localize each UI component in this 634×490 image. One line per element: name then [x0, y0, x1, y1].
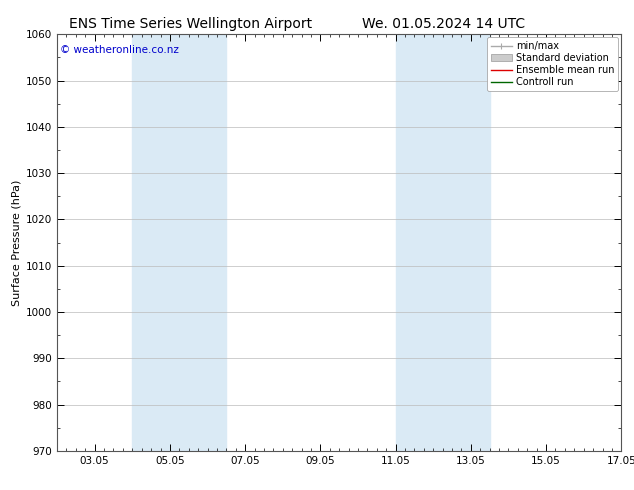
Text: We. 01.05.2024 14 UTC: We. 01.05.2024 14 UTC — [362, 17, 526, 31]
Bar — [396, 34, 489, 451]
Bar — [133, 34, 226, 451]
Y-axis label: Surface Pressure (hPa): Surface Pressure (hPa) — [12, 179, 22, 306]
Legend: min/max, Standard deviation, Ensemble mean run, Controll run: min/max, Standard deviation, Ensemble me… — [487, 37, 618, 91]
Text: ENS Time Series Wellington Airport: ENS Time Series Wellington Airport — [68, 17, 312, 31]
Text: © weatheronline.co.nz: © weatheronline.co.nz — [60, 45, 179, 55]
